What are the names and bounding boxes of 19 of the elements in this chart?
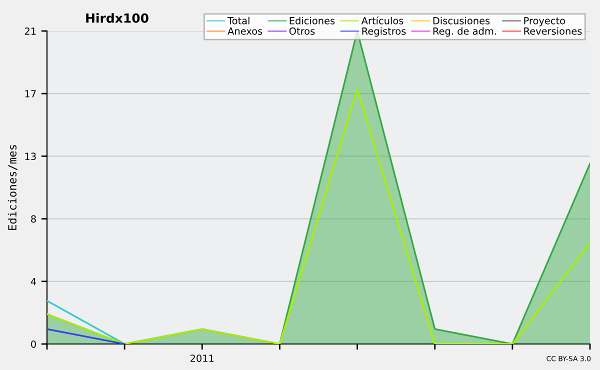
- x-tick-label: 2011: [190, 354, 214, 362]
- legend-label: Proyecto: [524, 17, 565, 26]
- legend-label: Total: [228, 16, 250, 24]
- y-tick-label: 13: [25, 152, 36, 160]
- legend-label: Registros: [362, 27, 406, 37]
- legend-label: Reversiones: [524, 27, 582, 35]
- y-tick-label: 0: [31, 340, 36, 348]
- legend-label: Discusiones: [433, 16, 490, 24]
- y-tick-label: 21: [24, 27, 36, 35]
- legend-label: Reg. de adm.: [433, 27, 496, 37]
- chart-title: Hirdx100: [86, 13, 148, 23]
- y-tick-label: 4: [30, 278, 36, 286]
- y-tick-label: 17: [25, 90, 36, 98]
- legend-label: Artículos: [361, 16, 404, 24]
- legend-label: Anexos: [228, 28, 262, 35]
- legend-label: Ediciones: [290, 16, 335, 24]
- legend-label: Otros: [289, 27, 315, 35]
- y-axis-title: Ediciones/mes: [8, 145, 18, 230]
- y-tick-label: 8: [31, 215, 36, 223]
